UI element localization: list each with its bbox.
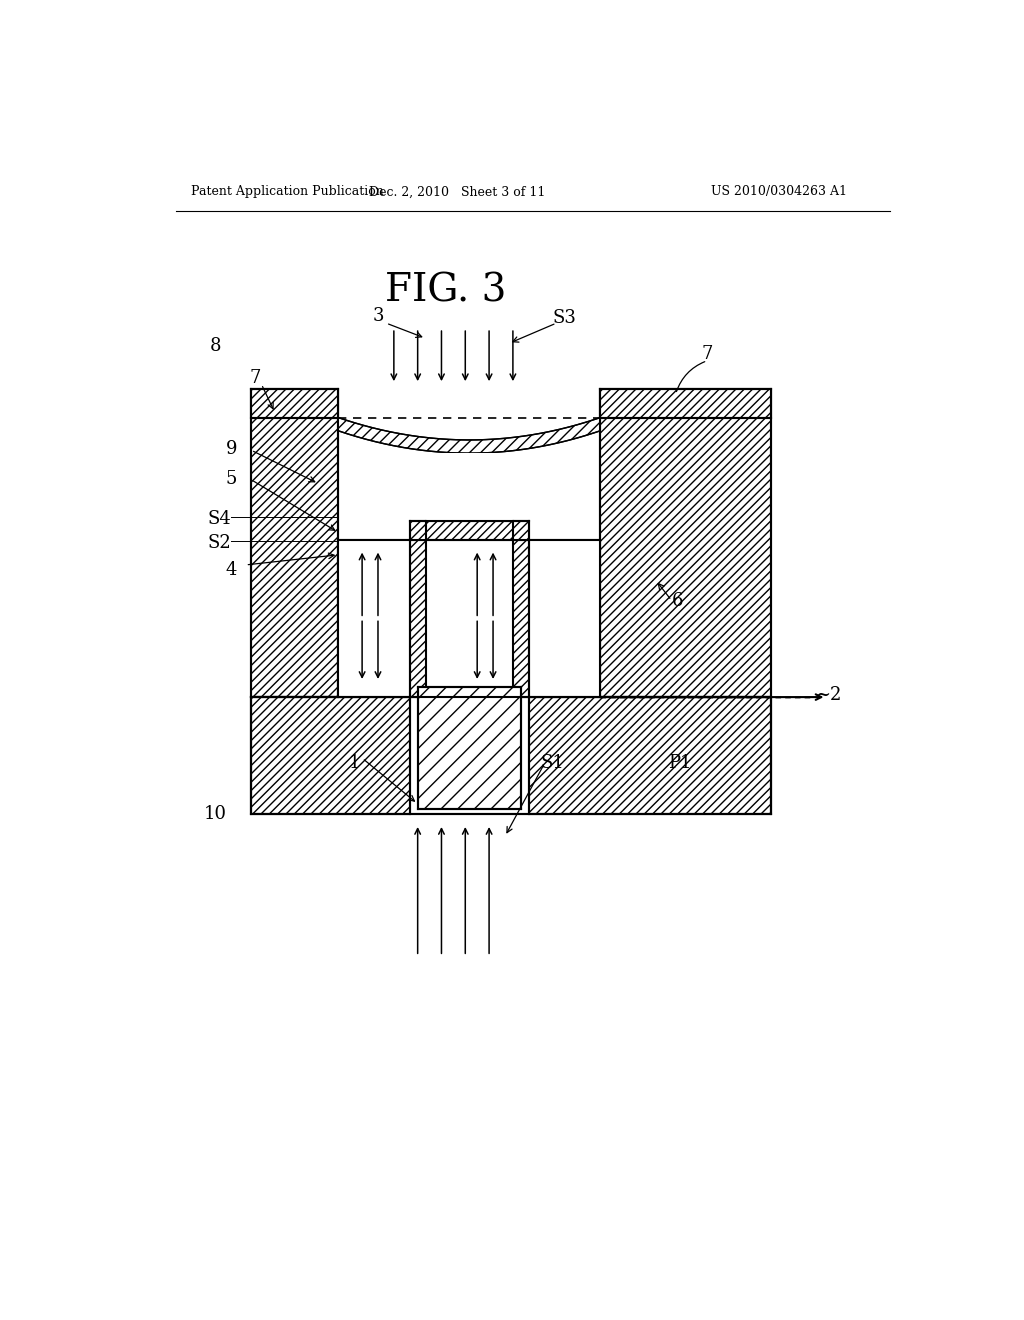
Bar: [251, 697, 771, 814]
Text: 7: 7: [249, 370, 261, 387]
Polygon shape: [600, 389, 771, 697]
Text: 10: 10: [204, 805, 226, 822]
Text: FIG. 3: FIG. 3: [385, 272, 506, 309]
Polygon shape: [251, 697, 410, 814]
Bar: [426, 453, 513, 521]
Text: S2: S2: [208, 533, 231, 552]
Polygon shape: [251, 389, 338, 697]
Text: Dec. 2, 2010   Sheet 3 of 11: Dec. 2, 2010 Sheet 3 of 11: [370, 185, 546, 198]
Bar: [528, 540, 600, 697]
Text: 6: 6: [672, 591, 683, 610]
Polygon shape: [418, 686, 521, 809]
Polygon shape: [410, 540, 426, 697]
Text: US 2010/0304263 A1: US 2010/0304263 A1: [711, 185, 847, 198]
Text: P1: P1: [668, 754, 691, 772]
Polygon shape: [338, 540, 410, 697]
Text: 4: 4: [225, 561, 237, 579]
Polygon shape: [528, 697, 771, 814]
Text: 9: 9: [225, 440, 237, 458]
Text: 3: 3: [373, 308, 384, 325]
Text: 5: 5: [225, 470, 237, 487]
Polygon shape: [513, 540, 528, 697]
Text: Patent Application Publication: Patent Application Publication: [191, 185, 384, 198]
Polygon shape: [338, 417, 600, 453]
Text: S1: S1: [541, 754, 564, 772]
Polygon shape: [600, 389, 771, 417]
Text: 1: 1: [348, 754, 359, 772]
Text: ~2: ~2: [815, 686, 842, 704]
Text: S3: S3: [553, 309, 577, 327]
Polygon shape: [528, 540, 600, 697]
Bar: [338, 540, 410, 697]
Text: 8: 8: [210, 338, 221, 355]
Polygon shape: [251, 389, 338, 417]
Text: 7: 7: [701, 345, 713, 363]
Text: S4: S4: [208, 511, 231, 528]
Polygon shape: [410, 521, 528, 540]
